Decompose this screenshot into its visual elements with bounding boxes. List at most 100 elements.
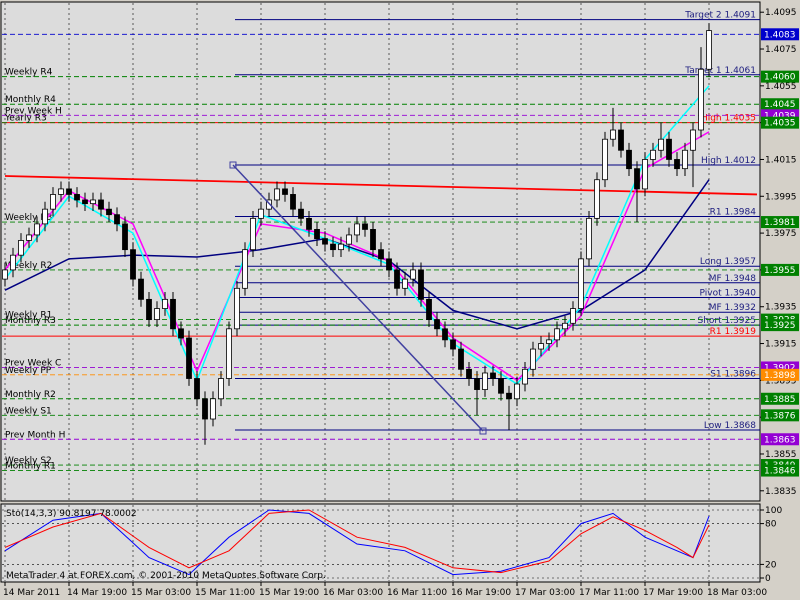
- candle-body: [58, 188, 64, 195]
- price-tag-label: 1.4035: [764, 119, 796, 129]
- y-tick-label: 1.3975: [765, 229, 797, 239]
- candle-body: [90, 199, 96, 205]
- candle-body: [266, 199, 272, 210]
- level-label: Weekly S1: [5, 406, 52, 416]
- candle-body: [18, 240, 24, 256]
- y-tick-label: 1.3935: [765, 303, 797, 313]
- candle-body: [282, 188, 288, 195]
- price-tag: [761, 216, 799, 229]
- level-label: Monthly R1: [5, 462, 56, 472]
- candle-body: [666, 138, 672, 160]
- candle-body: [514, 383, 520, 400]
- candle-body: [386, 258, 392, 271]
- candle-body: [522, 368, 528, 385]
- candle-body: [554, 328, 560, 341]
- price-tag: [761, 28, 799, 41]
- candle-body: [218, 378, 224, 400]
- level-label: Low 1.3868: [704, 421, 756, 431]
- price-tag: [761, 319, 799, 332]
- candle-body: [586, 217, 592, 260]
- candle-body: [482, 372, 488, 390]
- x-tick-label: 17 Mar 19:00: [643, 588, 703, 598]
- candle-body: [26, 234, 32, 241]
- price-tag-label: 1.4083: [764, 30, 796, 40]
- candle-body: [490, 372, 496, 379]
- candle-body: [538, 343, 544, 350]
- price-tag: [761, 368, 799, 381]
- y-tick-label: 0: [765, 574, 771, 584]
- candle-body: [426, 298, 432, 321]
- candle-body: [618, 129, 624, 151]
- x-tick-label: 14 Mar 2011: [3, 588, 60, 598]
- price-tag-label: 1.3885: [764, 395, 796, 405]
- candle-body: [314, 229, 320, 240]
- candle-body: [274, 188, 280, 201]
- level-label: Weekly R1: [5, 311, 52, 321]
- candle-body: [370, 229, 376, 251]
- candle-body: [298, 208, 304, 219]
- candle-body: [450, 339, 456, 350]
- candle-body: [210, 398, 216, 420]
- candle-body: [106, 208, 112, 216]
- candle-body: [234, 287, 240, 330]
- candle-body: [642, 159, 648, 190]
- price-tag: [761, 464, 799, 477]
- price-tag-label: 1.3981: [764, 218, 796, 228]
- candle-body: [290, 194, 296, 210]
- level-label: Monthly R2: [5, 390, 56, 400]
- candle-body: [610, 129, 616, 140]
- price-tag: [761, 98, 799, 111]
- x-tick-label: 14 Mar 19:00: [67, 588, 127, 598]
- y-tick-label: 100: [765, 506, 782, 516]
- trend-line: [232, 164, 484, 432]
- candle-body: [498, 378, 504, 394]
- x-tick-label: 16 Mar 19:00: [451, 588, 511, 598]
- candle-body: [50, 194, 56, 210]
- candle-body: [594, 179, 600, 219]
- footer: MetaTrader 4 at FOREX.com, © 2001-2010 M…: [6, 571, 326, 581]
- x-tick-label: 15 Mar 19:00: [259, 588, 319, 598]
- level-label: Weekly R2: [5, 261, 52, 271]
- level-label: Monthly R4: [5, 95, 56, 105]
- candle-body: [474, 378, 480, 390]
- level-label: Long 1.3957: [700, 257, 756, 267]
- candle-body: [74, 194, 80, 201]
- candle-body: [10, 254, 16, 271]
- x-tick-label: 16 Mar 11:00: [387, 588, 447, 598]
- candle-body: [34, 223, 40, 236]
- price-tag: [761, 433, 799, 446]
- y-tick-label: 1.3895: [765, 376, 797, 386]
- y-tick-label: 1.4095: [765, 8, 797, 18]
- candle-body: [194, 378, 200, 400]
- price-tag: [761, 116, 799, 129]
- candle-body: [146, 298, 152, 321]
- candle-body: [242, 249, 248, 289]
- price-tag-label: 1.4060: [764, 73, 796, 83]
- candle-body: [402, 278, 408, 289]
- y-tick-label: 1.3855: [765, 450, 797, 460]
- candle-body: [530, 348, 536, 370]
- x-tick-label: 18 Mar 03:00: [707, 588, 767, 598]
- candle-body: [698, 68, 704, 131]
- y-tick-label: 80: [765, 520, 777, 530]
- level-label: High 1.4035: [701, 114, 756, 124]
- indicator-line: [4, 131, 710, 382]
- price-tag-label: 1.3863: [764, 435, 796, 445]
- level-label: Monthly R3: [5, 316, 56, 326]
- price-tag: [761, 70, 799, 83]
- candle-body: [362, 223, 368, 230]
- indicator-line: [4, 509, 710, 576]
- x-tick-label: 17 Mar 11:00: [579, 588, 639, 598]
- price-tag-label: 1.3955: [764, 266, 796, 276]
- price-tag: [761, 409, 799, 422]
- x-tick-label: 16 Mar 03:00: [323, 588, 383, 598]
- level-label: R1 1.3919: [710, 327, 757, 337]
- candle-body: [250, 217, 256, 251]
- level-label: Weekly PP: [5, 366, 52, 376]
- x-tick-label: 15 Mar 11:00: [195, 588, 255, 598]
- candle-body: [162, 298, 168, 309]
- candle-body: [130, 249, 136, 280]
- candle-body: [306, 217, 312, 230]
- candle-body: [42, 208, 48, 225]
- candle-body: [138, 278, 144, 300]
